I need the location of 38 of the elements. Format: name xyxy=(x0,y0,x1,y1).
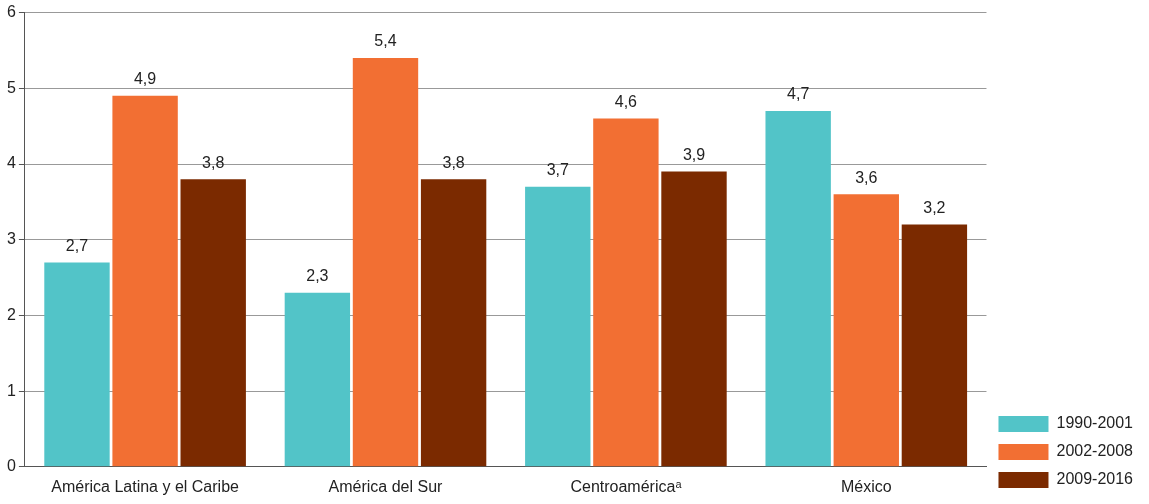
y-tick-label: 1 xyxy=(6,381,16,399)
x-tick-label: Centroaméricaᵃ xyxy=(570,477,683,495)
data-label: 3,8 xyxy=(202,153,225,171)
bar xyxy=(180,179,246,467)
bar xyxy=(44,262,110,467)
bar xyxy=(284,292,351,467)
data-label: 4,9 xyxy=(133,70,157,88)
bar xyxy=(661,171,727,467)
bar xyxy=(765,111,831,467)
legend-label: 1990-2001 xyxy=(1056,414,1134,432)
data-label: 3,7 xyxy=(546,161,569,179)
data-label: 3,2 xyxy=(923,198,946,216)
bar xyxy=(525,186,591,467)
y-tick-label: 5 xyxy=(6,78,16,96)
y-tick-label: 0 xyxy=(6,457,16,475)
data-label: 3,6 xyxy=(855,168,878,186)
bar xyxy=(833,194,899,467)
x-tick-label: México xyxy=(840,477,892,495)
y-tick-label: 2 xyxy=(6,305,16,323)
y-tick-label: 6 xyxy=(6,3,16,21)
legend-label: 2002-2008 xyxy=(1056,442,1134,460)
x-tick-label: América del Sur xyxy=(328,477,444,495)
data-label: 3,8 xyxy=(442,153,465,171)
bar xyxy=(593,118,659,467)
data-label: 2,3 xyxy=(306,267,329,285)
y-tick-label: 3 xyxy=(6,230,16,248)
bar xyxy=(352,58,419,467)
data-label: 2,7 xyxy=(65,236,89,254)
data-label: 4,7 xyxy=(787,85,810,103)
bar xyxy=(901,224,968,467)
legend-label: 2009-2016 xyxy=(1056,470,1134,488)
data-label: 3,9 xyxy=(682,145,706,163)
x-tick-label: América Latina y el Caribe xyxy=(51,477,240,495)
bar xyxy=(420,179,487,467)
data-label: 4,6 xyxy=(614,92,638,110)
data-label: 5,4 xyxy=(374,32,397,50)
y-tick-label: 4 xyxy=(6,154,16,172)
bar xyxy=(112,95,178,467)
